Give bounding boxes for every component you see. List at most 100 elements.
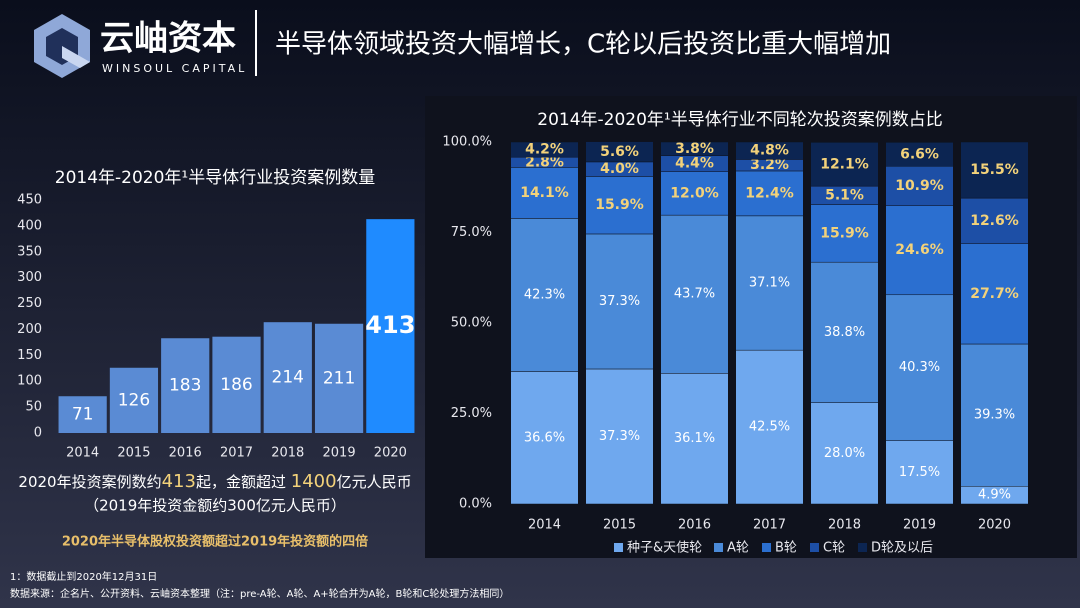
x-tick-label: 2020 [374,446,407,461]
legend-label: A轮 [727,541,749,556]
y-tick-label: 50 [25,400,42,415]
bar-segment [510,371,579,505]
note-highlight: 2020年半导体股权投资额超过2019年投资额的四倍 [62,534,368,550]
note-highlight: 413 [162,471,196,492]
value-label: 5.6% [600,144,639,160]
value-label: 186 [220,375,252,395]
bar-segment [885,205,954,296]
y-tick-label: 0 [34,426,42,441]
legend-label: D轮及以后 [871,541,933,556]
x-tick-label: 2019 [323,446,356,461]
chart-title: 2014年-2020年¹半导体行业投资案例数量 [55,168,375,188]
value-label: 24.6% [895,242,944,258]
y-tick-label: 100 [17,374,42,389]
bar-segment [735,349,804,505]
value-label: 40.3% [899,360,940,375]
x-tick-label: 2018 [271,446,304,461]
x-tick-label: 2017 [220,446,253,461]
x-tick-label: 2014 [66,446,99,461]
value-label: 4.9% [978,488,1011,503]
value-label: 12.1% [820,156,869,172]
value-label: 28.0% [824,446,865,461]
value-label: 27.7% [970,286,1019,302]
bar-segment [960,197,1029,244]
bar [212,336,261,433]
x-tick-label: 2019 [903,518,936,533]
bar [109,367,159,433]
legend-label: C轮 [823,541,845,556]
logo-subtitle: WINSOUL CAPITAL [102,62,247,75]
value-label: 214 [272,368,304,388]
bar [161,338,210,433]
bar-segment [735,141,804,160]
value-label: 14.1% [520,185,569,201]
bar-segment [510,141,579,158]
x-tick-label: 2015 [603,518,636,533]
bar-segment [960,141,1029,199]
bar-segment [585,176,654,235]
bar-segment [960,243,1029,345]
x-tick-label: 2014 [528,518,561,533]
legend-label: 种子&天使轮 [627,540,702,556]
y-tick-label: 300 [17,270,42,285]
value-label: 4.0% [600,161,639,177]
bar-segment [885,142,954,167]
note-text: 2020年投资案例数约 [18,473,161,491]
value-label: 39.3% [974,408,1015,423]
legend-label: B轮 [775,541,797,556]
bar-segment [885,294,954,441]
legend-swatch [810,543,819,552]
footnote: 数据来源：企名片、公开资料、云岫资本整理（注：pre-A轮、A轮、A+轮合并为A… [10,587,509,600]
note: 2020年投资案例数约413起，金额超过 1400亿元人民币 [18,471,411,492]
bar-segment [735,170,804,217]
value-label: 126 [118,390,150,410]
value-label: 10.9% [895,178,944,194]
bar [263,322,312,433]
bar-segment [810,142,879,187]
slide-title: 半导体领域投资大幅增长，C轮以后投资比重大幅增加 [275,30,891,60]
value-label: 15.9% [595,197,644,213]
value-label: 15.5% [970,162,1019,178]
bar-segment [660,141,729,157]
value-label: 37.1% [749,275,790,290]
y-tick-label: 200 [17,322,42,337]
x-tick-label: 2017 [753,518,786,533]
value-label: 37.3% [599,429,640,444]
footnote: 1：数据截止到2020年12月31日 [10,570,157,583]
y-tick-label: 400 [17,218,42,233]
bar-segment [510,218,579,372]
note-text: 起，金额超过 [196,473,291,491]
legend-swatch [614,543,623,552]
value-label: 4.4% [675,156,714,172]
value-label: 42.5% [749,420,790,435]
value-label: 12.0% [670,185,719,201]
bar [58,396,107,433]
legend-swatch [762,543,771,552]
y-tick-label: 250 [17,296,42,311]
bar-segment [885,440,954,505]
note-text: 亿元人民币 [337,473,412,491]
value-label: 42.3% [524,287,565,302]
x-tick-label: 2020 [978,518,1011,533]
value-label: 413 [365,311,415,339]
bar-segment [810,402,879,505]
bar-segment [810,261,879,403]
y-tick-label: 25.0% [451,406,492,421]
value-label: 43.7% [674,287,715,302]
note-highlight: 1400 [291,471,337,492]
bar-segment [810,204,879,263]
x-tick-label: 2015 [117,446,150,461]
note: （2019年投资金额约300亿元人民币） [84,497,346,515]
bar [366,219,415,433]
value-label: 37.3% [599,294,640,309]
legend-swatch [858,543,867,552]
y-tick-label: 350 [17,244,42,259]
value-label: 36.1% [674,431,715,446]
value-label: 4.8% [750,143,789,159]
y-tick-label: 450 [17,193,42,208]
value-label: 6.6% [900,146,939,162]
bar-segment [660,171,729,216]
y-tick-label: 100.0% [442,135,492,150]
